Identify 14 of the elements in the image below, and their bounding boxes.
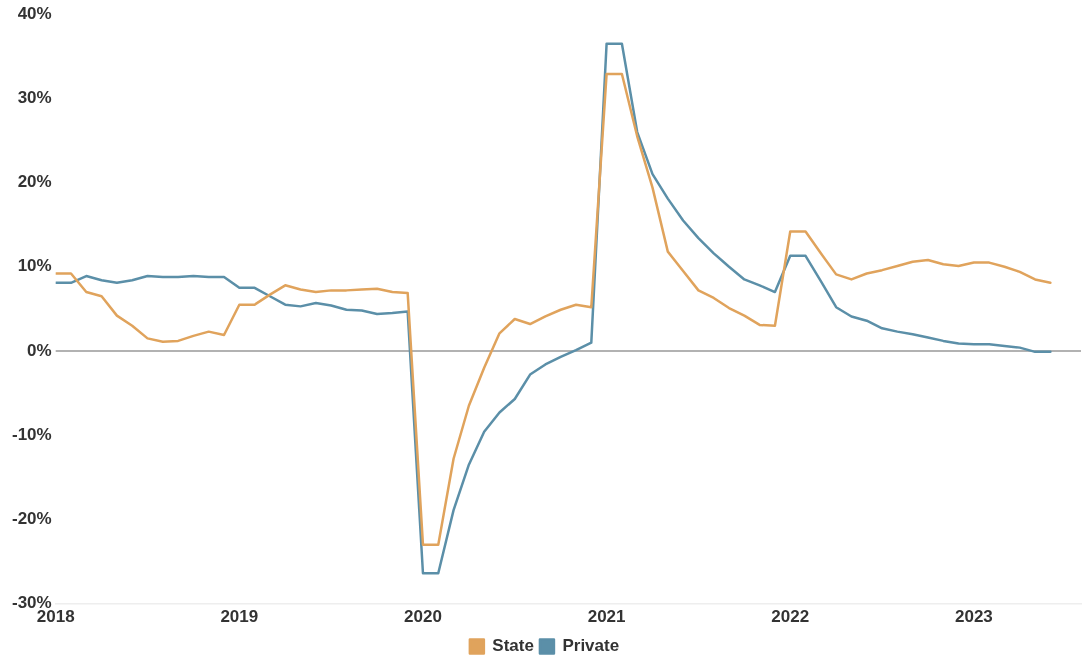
x-tick-label: 2023 <box>954 607 993 627</box>
y-tick-label: 10% <box>17 256 52 276</box>
y-tick-label: 20% <box>17 172 52 192</box>
y-tick-label: 30% <box>17 88 52 108</box>
legend-label: Private <box>562 636 620 656</box>
y-tick-label: 0% <box>27 340 52 360</box>
x-tick-label: 2019 <box>220 607 259 627</box>
y-tick-label: 40% <box>17 3 52 23</box>
y-tick-label: -10% <box>12 424 52 444</box>
y-tick-label: -20% <box>12 509 52 529</box>
x-tick-label: 2021 <box>587 607 626 627</box>
x-tick-label: 2020 <box>404 607 442 627</box>
legend-label: State <box>492 636 534 656</box>
x-tick-label: 2022 <box>771 607 810 627</box>
